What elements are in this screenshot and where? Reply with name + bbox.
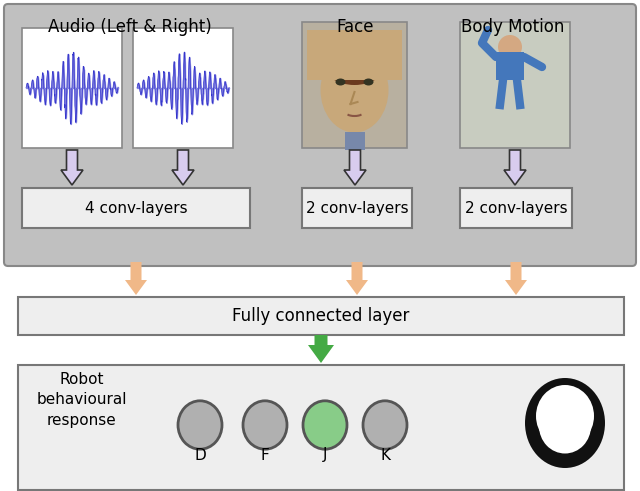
FancyArrow shape	[344, 150, 366, 185]
FancyBboxPatch shape	[302, 22, 407, 148]
Ellipse shape	[335, 79, 346, 85]
Ellipse shape	[303, 401, 347, 449]
Text: F: F	[260, 447, 269, 463]
Ellipse shape	[364, 79, 374, 85]
Ellipse shape	[321, 35, 388, 85]
Ellipse shape	[525, 378, 605, 468]
Text: D: D	[194, 447, 206, 463]
FancyBboxPatch shape	[460, 22, 570, 148]
FancyArrow shape	[346, 262, 368, 295]
FancyBboxPatch shape	[18, 297, 624, 335]
Text: Body Motion: Body Motion	[461, 18, 564, 36]
FancyBboxPatch shape	[460, 188, 572, 228]
FancyArrow shape	[125, 262, 147, 295]
Bar	[307, 30, 402, 80]
Circle shape	[498, 35, 522, 59]
FancyBboxPatch shape	[4, 4, 636, 266]
FancyBboxPatch shape	[133, 28, 233, 148]
Text: J: J	[323, 447, 327, 463]
FancyArrow shape	[308, 335, 334, 363]
Ellipse shape	[321, 48, 388, 133]
Text: 2 conv-layers: 2 conv-layers	[306, 200, 408, 216]
Ellipse shape	[539, 399, 591, 454]
Ellipse shape	[178, 401, 222, 449]
Text: Face: Face	[336, 18, 374, 36]
Text: Robot
behavioural
response: Robot behavioural response	[36, 372, 127, 429]
FancyBboxPatch shape	[302, 188, 412, 228]
FancyArrow shape	[504, 150, 526, 185]
FancyArrow shape	[505, 262, 527, 295]
Polygon shape	[555, 444, 575, 460]
FancyArrow shape	[61, 150, 83, 185]
Ellipse shape	[536, 385, 594, 447]
FancyArrow shape	[172, 150, 194, 185]
Text: 4 conv-layers: 4 conv-layers	[84, 200, 188, 216]
Ellipse shape	[243, 401, 287, 449]
Bar	[344, 132, 365, 150]
FancyBboxPatch shape	[18, 365, 624, 490]
FancyBboxPatch shape	[22, 188, 250, 228]
FancyBboxPatch shape	[22, 28, 122, 148]
Text: 2 conv-layers: 2 conv-layers	[465, 200, 567, 216]
Text: K: K	[380, 447, 390, 463]
Text: Fully connected layer: Fully connected layer	[232, 307, 410, 325]
Text: Audio (Left & Right): Audio (Left & Right)	[48, 18, 212, 36]
Ellipse shape	[363, 401, 407, 449]
Bar	[496, 52, 524, 80]
